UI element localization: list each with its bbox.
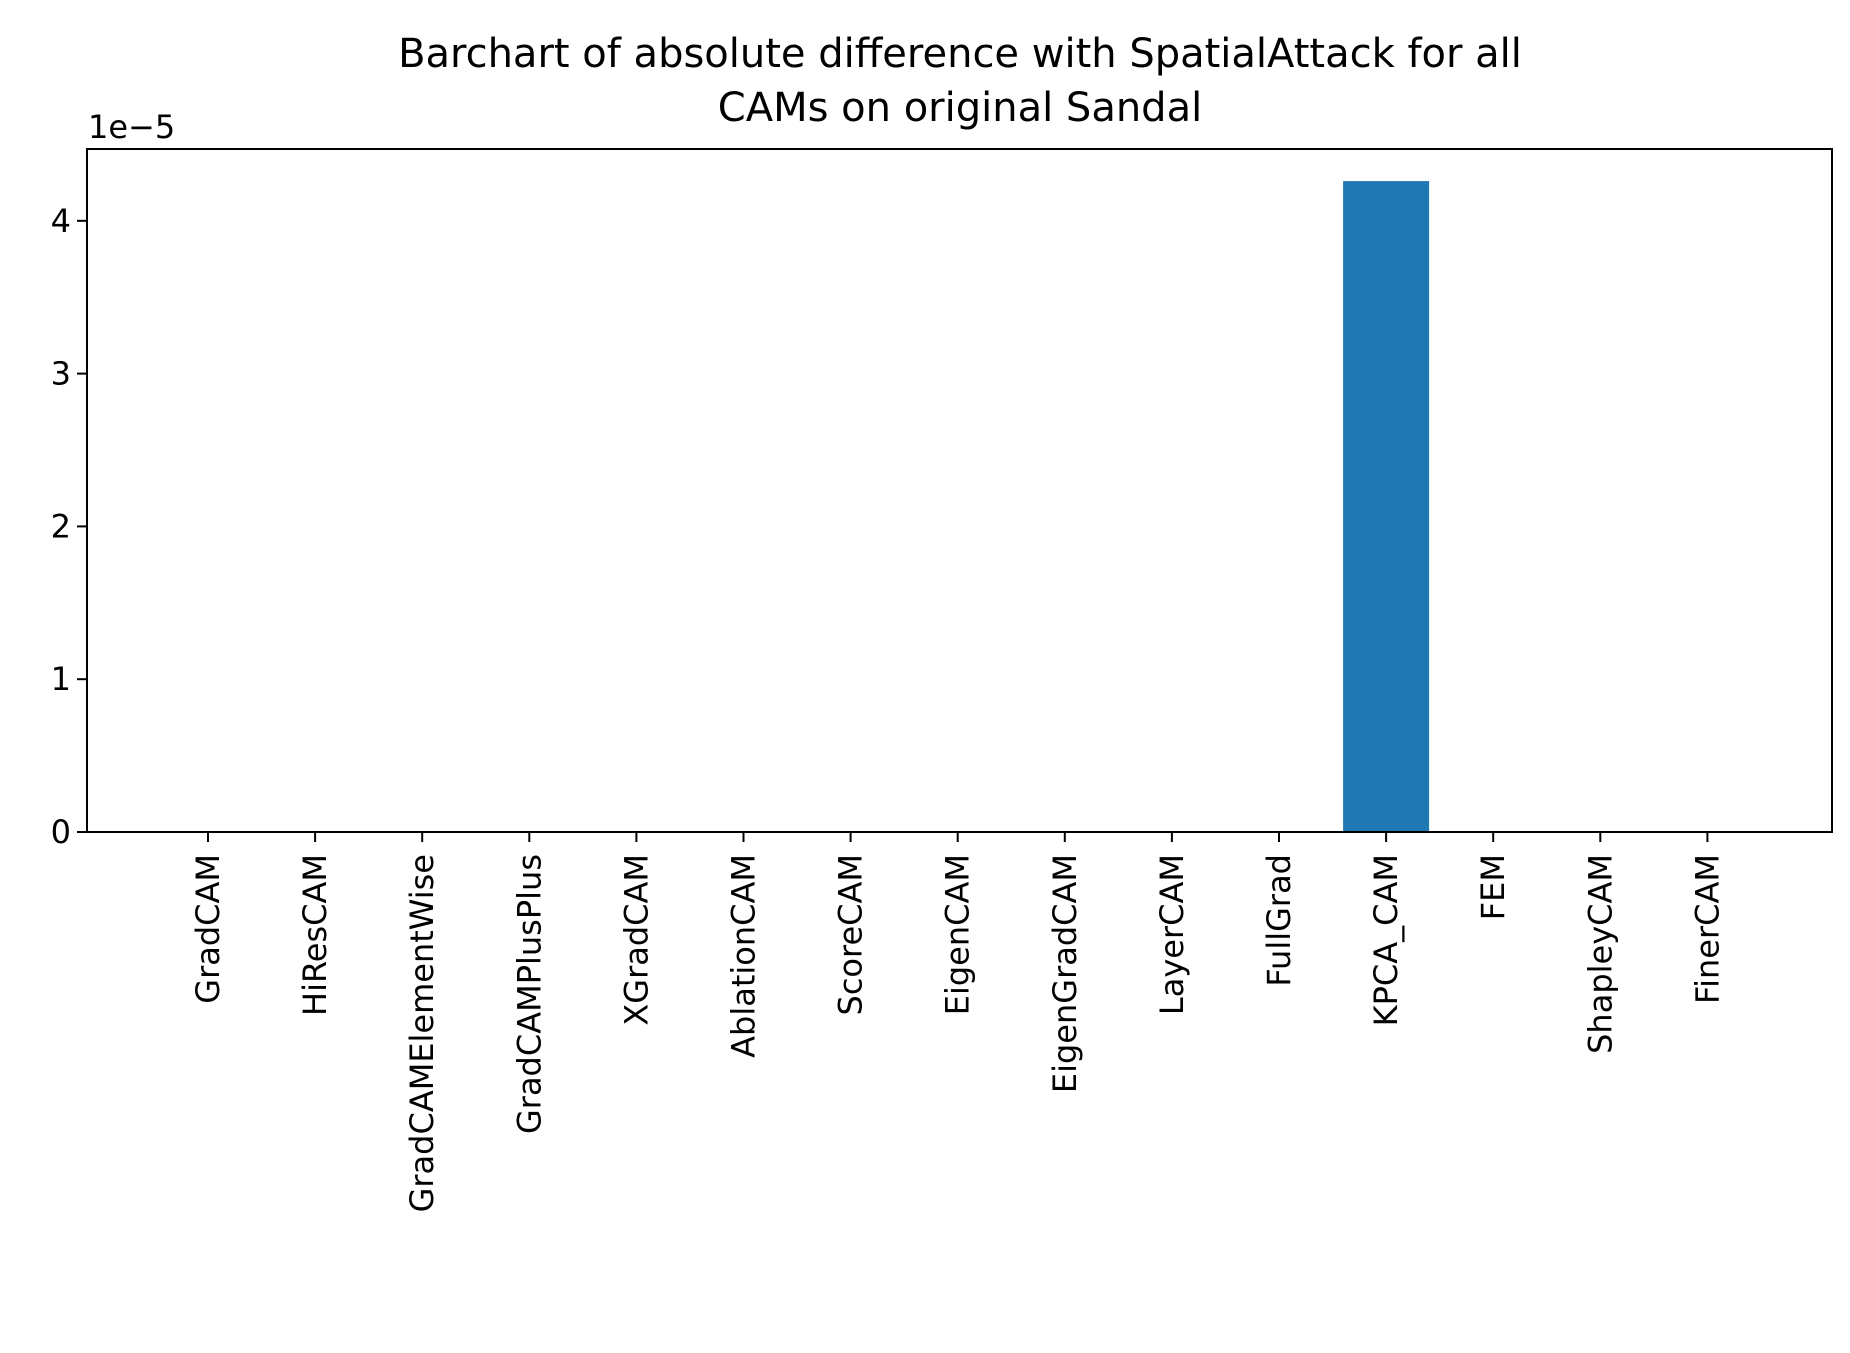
- chart-title-line-2: CAMs on original Sandal: [718, 85, 1202, 131]
- bar-kpca-cam: [1343, 181, 1430, 833]
- bars-group: [1343, 181, 1430, 833]
- chart-title-line-1: Barchart of absolute difference with Spa…: [398, 31, 1522, 77]
- x-tick-label: EigenGradCAM: [1046, 854, 1084, 1093]
- x-tick-label: GradCAM: [189, 854, 227, 1004]
- y-axis-offset-label: 1e−5: [88, 108, 175, 146]
- x-tick-label: FinerCAM: [1688, 854, 1726, 1004]
- x-ticks-group: GradCAM HiResCAM GradCAMElementWise GradCAM…: [189, 832, 1726, 1212]
- y-tick-label: 1: [51, 660, 71, 698]
- y-ticks-group: 0 1 2 3 4: [51, 202, 87, 851]
- x-tick-label: GradCAMElementWise: [403, 854, 441, 1212]
- x-tick-label: FEM: [1474, 854, 1512, 920]
- x-tick-label: EigenCAM: [939, 854, 977, 1015]
- y-tick-label: 2: [51, 507, 71, 545]
- y-tick-label: 4: [51, 202, 71, 240]
- x-tick-label: FullGrad: [1260, 854, 1298, 987]
- plot-frame: [86, 148, 1833, 833]
- x-tick-label: KPCA_CAM: [1367, 854, 1405, 1026]
- x-tick-label: ScoreCAM: [832, 854, 870, 1015]
- x-tick-label: ShapleyCAM: [1581, 854, 1619, 1054]
- x-tick-label: GradCAMPlusPlus: [510, 854, 548, 1134]
- x-tick-label: AblationCAM: [725, 854, 763, 1058]
- y-tick-label: 3: [51, 355, 71, 393]
- x-tick-label: HiResCAM: [296, 854, 334, 1016]
- y-tick-label: 0: [51, 813, 71, 851]
- x-tick-label: LayerCAM: [1153, 854, 1191, 1015]
- x-tick-label: XGradCAM: [617, 854, 655, 1026]
